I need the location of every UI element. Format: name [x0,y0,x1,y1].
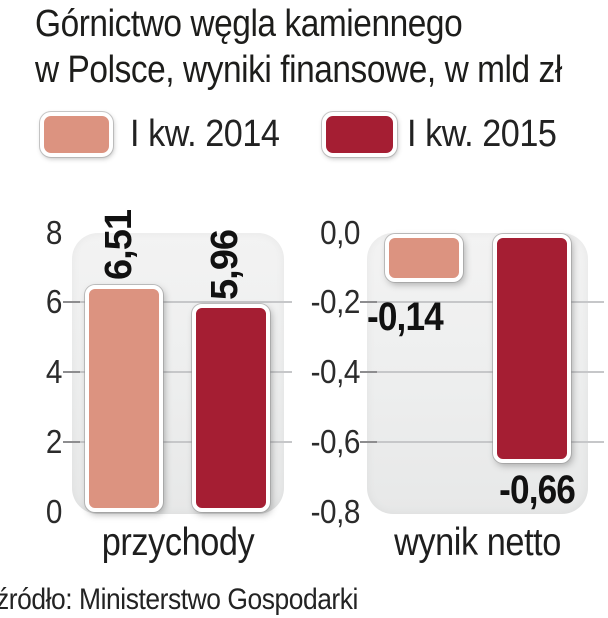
axis-tick-mark [63,371,80,373]
axis-tick-mark [63,301,80,303]
axis-tick-mark [360,301,377,303]
legend-swatch-2014 [40,112,113,157]
gridline [63,301,292,303]
y-tick-label: -0,2 [310,283,361,320]
bar-przychody-2015 [192,304,270,512]
gridline [360,301,604,303]
y-tick-label: -0,8 [310,493,361,530]
bar-value-label: 5,96 [204,230,246,300]
legend-label-2014: I kw. 2014 [130,113,280,155]
axis-tick-mark [360,371,377,373]
bar-wynik-netto-2015 [493,234,571,463]
axis-tick-mark [63,441,80,443]
bar-przychody-2014 [85,285,163,512]
gridline [63,441,292,443]
y-tick-label: 0,0 [320,214,360,251]
bar-value-label: -0,14 [367,295,444,339]
category-label: wynik netto [394,521,561,564]
title-line-1: Górnictwo węgla kamiennego [35,3,463,45]
gridline [360,371,604,373]
legend-swatch-2015 [322,112,397,157]
y-tick-label: 2 [45,423,63,460]
source-note: źródło: Ministerstwo Gospodarki [0,583,358,616]
bar-value-label: -0,66 [499,468,576,512]
bar-value-label: 6,51 [98,210,140,280]
y-tick-label: -0,4 [310,353,361,390]
y-tick-label: 6 [45,283,63,320]
title-line-2: w Polsce, wyniki finansowe, w mld zł [35,49,562,91]
axis-tick-mark [360,441,377,443]
gridline [63,371,292,373]
legend-label-2015: I kw. 2015 [407,113,557,155]
y-tick-label: 8 [45,214,63,251]
y-tick-label: 4 [45,353,63,390]
y-tick-label: 0 [45,493,63,530]
y-tick-label: -0,6 [310,423,361,460]
bar-wynik-netto-2014 [385,234,463,282]
gridline [360,441,604,443]
page-title: Górnictwo węgla kamiennego w Polsce, wyn… [35,1,608,93]
category-label: przychody [101,521,255,564]
